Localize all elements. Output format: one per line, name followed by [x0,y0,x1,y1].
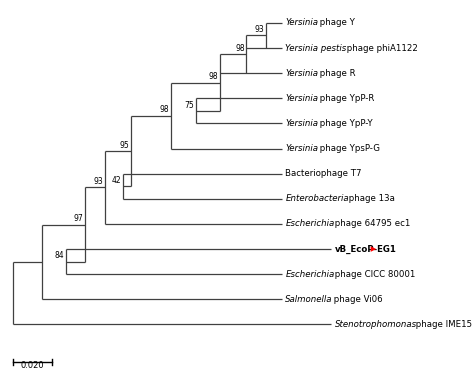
Text: Yersinia: Yersinia [285,69,319,78]
Text: 42: 42 [112,176,121,185]
Text: phage YpP-R: phage YpP-R [317,94,374,103]
Text: phage IME15: phage IME15 [413,320,473,329]
Text: 93: 93 [254,25,264,34]
Text: 98: 98 [235,44,245,53]
Text: Salmonella: Salmonella [285,295,333,304]
Text: 84: 84 [55,251,64,260]
Text: Yersinia: Yersinia [285,18,319,27]
Text: phage 13a: phage 13a [346,194,395,203]
Text: phage CICC 80001: phage CICC 80001 [332,270,416,279]
Text: phage YpsP-G: phage YpsP-G [317,144,380,153]
Text: 93: 93 [94,177,104,186]
Text: phage Y: phage Y [317,18,355,27]
Text: Escherichia: Escherichia [285,270,335,279]
Text: phage phiA1122: phage phiA1122 [344,44,418,52]
Text: Yersinia pestis: Yersinia pestis [285,44,346,52]
Text: Bacteriophage T7: Bacteriophage T7 [285,169,362,178]
Text: 75: 75 [184,101,194,109]
Text: phage 64795 ec1: phage 64795 ec1 [332,219,410,228]
Text: phage Vi06: phage Vi06 [331,295,382,304]
Text: Yersinia: Yersinia [285,119,319,128]
Text: 95: 95 [119,141,129,150]
Text: 98: 98 [209,72,218,81]
Text: Escherichia: Escherichia [285,219,335,228]
Text: Yersinia: Yersinia [285,94,319,103]
Text: Yersinia: Yersinia [285,144,319,153]
Text: 0.020: 0.020 [21,361,45,370]
Text: phage R: phage R [317,69,356,78]
Text: Enterobacteria: Enterobacteria [285,194,349,203]
Text: 97: 97 [73,214,83,223]
Text: phage YpP-Y: phage YpP-Y [317,119,373,128]
Text: vB_EcoP-EG1: vB_EcoP-EG1 [335,244,397,253]
Text: Stenotrophomonas: Stenotrophomonas [335,320,417,329]
Text: 98: 98 [160,105,169,114]
